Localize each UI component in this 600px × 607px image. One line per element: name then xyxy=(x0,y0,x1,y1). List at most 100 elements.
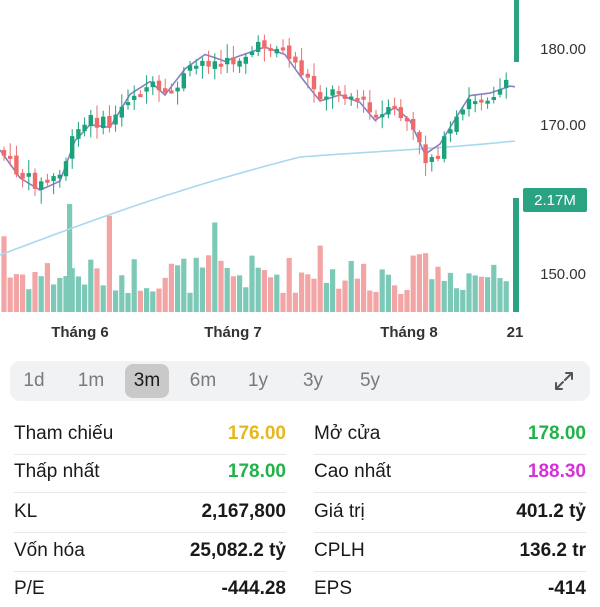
volume-badge-label: 2.17M xyxy=(534,192,576,209)
volume-bar xyxy=(162,277,168,312)
volume-bar-latest xyxy=(513,198,519,312)
divider xyxy=(14,532,286,533)
candle xyxy=(8,143,13,166)
candle xyxy=(14,145,19,178)
volume-bar xyxy=(181,258,187,312)
volume-bar xyxy=(274,274,280,312)
candle xyxy=(63,157,69,181)
volume-bar xyxy=(150,291,156,312)
volume-bar xyxy=(218,260,224,312)
candle xyxy=(417,129,422,155)
candle-latest xyxy=(514,0,519,62)
divider xyxy=(314,571,586,572)
volume-bar xyxy=(67,204,73,312)
volume-bar xyxy=(243,287,249,312)
period-1d[interactable]: 1d xyxy=(23,370,45,391)
volume-bar xyxy=(100,285,106,312)
volume-bar xyxy=(336,288,342,312)
volume-bar xyxy=(286,257,292,312)
ma-long-line xyxy=(0,140,516,256)
period-3m[interactable]: 3m xyxy=(125,364,169,398)
candle xyxy=(256,35,261,57)
candle xyxy=(107,105,112,133)
period-3y[interactable]: 3y xyxy=(302,370,324,391)
candle xyxy=(411,111,416,140)
volume-bar xyxy=(485,277,491,312)
candle xyxy=(349,93,354,106)
divider xyxy=(14,454,286,455)
volume-bar xyxy=(478,276,484,312)
candle xyxy=(479,94,484,111)
candle xyxy=(212,53,217,80)
candle xyxy=(504,72,509,99)
candle xyxy=(342,85,348,105)
candle xyxy=(88,109,93,138)
stat-eps: EPS -414 xyxy=(314,570,586,607)
volume-bar xyxy=(193,257,199,312)
volume-bar xyxy=(119,275,125,312)
volume-bar xyxy=(292,292,298,312)
volume-bar xyxy=(385,274,391,312)
candle xyxy=(163,78,168,96)
edge-date-label: 21 xyxy=(507,324,524,341)
price-label-150: 150.00 xyxy=(540,266,586,283)
volume-bar xyxy=(373,291,379,312)
candle xyxy=(82,117,87,137)
candle xyxy=(380,100,385,129)
volume-bar xyxy=(280,292,286,312)
candle xyxy=(262,34,267,62)
volume-bar xyxy=(348,260,354,312)
candle xyxy=(39,177,44,204)
volume-bar xyxy=(454,288,460,312)
candle xyxy=(57,169,62,188)
stat-value: 188.30 xyxy=(527,461,586,482)
period-1y[interactable]: 1y xyxy=(247,370,269,391)
period-selector: 1d 1m 3m 6m 1y 3y 5y xyxy=(10,361,590,401)
volume-bar xyxy=(156,288,162,312)
volume-bar xyxy=(299,272,305,312)
volume-bar xyxy=(330,269,336,312)
volume-bar xyxy=(199,267,205,312)
volume-bar xyxy=(416,254,422,312)
volume-bar xyxy=(404,290,410,312)
candle xyxy=(101,110,106,135)
stat-label: Giá trị xyxy=(314,501,365,522)
period-1m[interactable]: 1m xyxy=(77,370,105,391)
candle xyxy=(243,52,248,74)
candle xyxy=(435,146,441,162)
volume-bar xyxy=(88,259,94,312)
candlestick-chart-svg[interactable]: 180.00 170.00 150.00 2.17M Tháng 6 Tháng… xyxy=(0,0,600,345)
candle xyxy=(361,90,366,113)
candle xyxy=(324,87,329,111)
volume-bar xyxy=(429,279,435,312)
volume-bar xyxy=(168,263,174,312)
period-5y[interactable]: 5y xyxy=(359,370,381,391)
expand-icon[interactable] xyxy=(552,369,576,393)
volume-bar xyxy=(435,266,441,312)
candle xyxy=(274,45,279,58)
stat-value: 178.00 xyxy=(527,423,586,444)
stat-value: -444.28 xyxy=(221,578,286,599)
candle xyxy=(187,60,193,77)
candle xyxy=(485,97,490,109)
price-chart[interactable]: 180.00 170.00 150.00 2.17M Tháng 6 Tháng… xyxy=(0,0,600,345)
volume-bar xyxy=(131,259,137,312)
volume-bar xyxy=(491,264,497,312)
candle xyxy=(181,66,186,92)
candle xyxy=(119,94,124,127)
volume-bar xyxy=(82,284,88,312)
volume-bar xyxy=(249,255,255,312)
divider xyxy=(14,571,286,572)
volume-bar xyxy=(268,277,274,312)
stat-value: 136.2 tr xyxy=(519,540,586,561)
volume-bar xyxy=(206,255,212,312)
candle xyxy=(318,85,323,103)
candle xyxy=(268,43,273,58)
candle xyxy=(194,59,199,75)
candle xyxy=(448,121,453,142)
candle xyxy=(305,69,310,89)
stat-label: Cao nhất xyxy=(314,461,392,482)
volume-bar xyxy=(305,274,311,312)
period-6m[interactable]: 6m xyxy=(189,370,217,391)
volume-bar xyxy=(125,293,131,312)
